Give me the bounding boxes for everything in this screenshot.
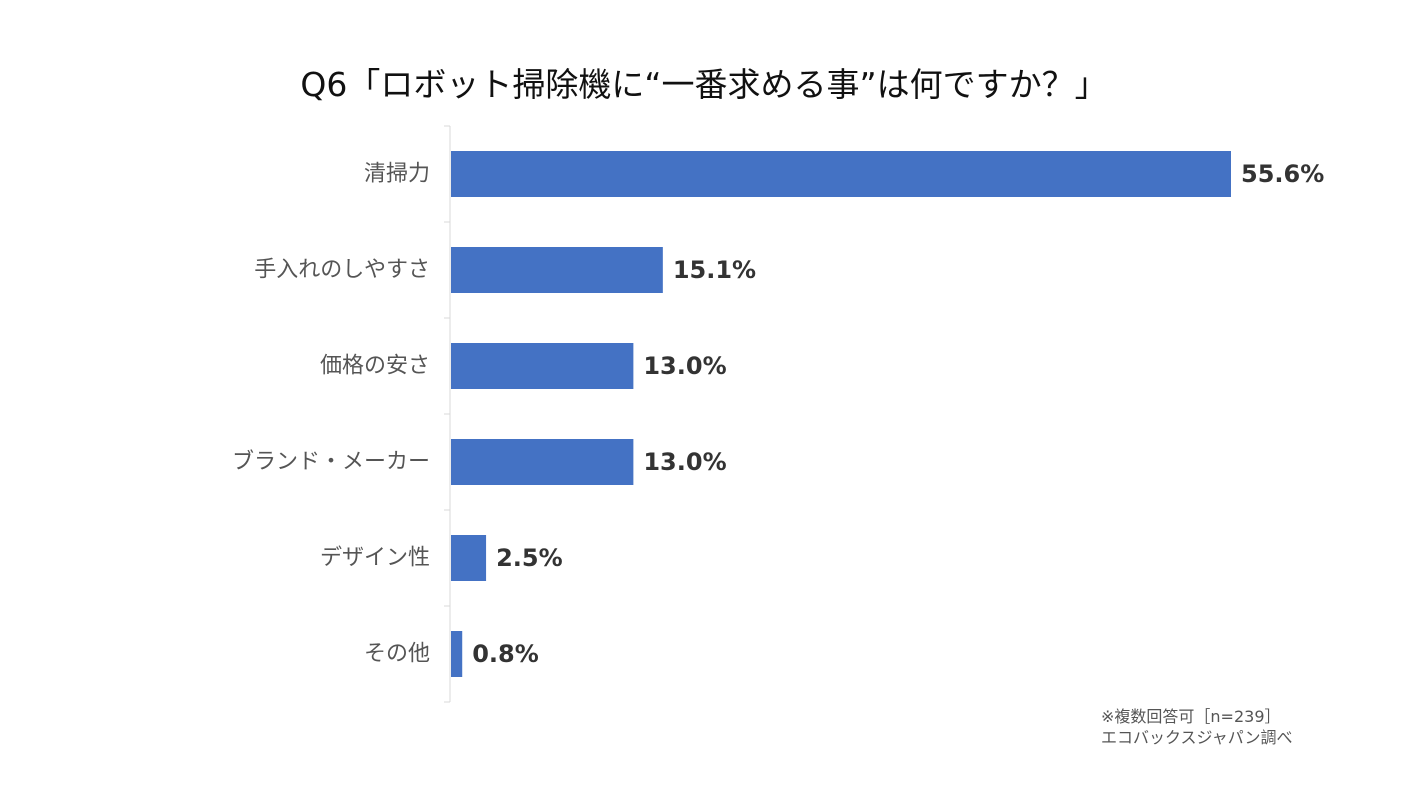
axis-layer [444, 125, 451, 703]
value-label-1: 15.1% [673, 256, 756, 284]
sample-note: ※複数回答可［n=239］ [1101, 707, 1281, 726]
bar-4 [451, 535, 487, 581]
value-label-4: 2.5% [496, 544, 563, 572]
value-label-5: 0.8% [472, 640, 539, 668]
category-label-1: 手入れのしやすさ [254, 258, 430, 283]
category-label-2: 価格の安さ [320, 354, 430, 379]
category-label-3: ブランド・メーカー [232, 450, 430, 475]
category-label-5: その他 [364, 642, 430, 667]
value-label-3: 13.0% [643, 448, 726, 476]
category-label-4: デザイン性 [320, 546, 430, 571]
bar-1 [451, 247, 663, 293]
bar-2 [451, 343, 634, 389]
category-label-0: 清掃力 [364, 162, 430, 187]
value-label-0: 55.6% [1241, 160, 1324, 188]
labels-layer: 清掃力 55.6% 手入れのしやすさ 15.1% 価格の安さ 13.0% ブランド・メーカー… [232, 160, 1324, 668]
bar-3 [451, 439, 634, 485]
source-note: エコバックスジャパン調べ [1101, 728, 1293, 747]
value-label-2: 13.0% [643, 352, 726, 380]
bar-0 [451, 151, 1231, 197]
bars-layer [451, 151, 1231, 677]
bar-5 [451, 631, 463, 677]
chart-title: Q6「ロボット掃除機に“一番求める事”は何ですか？」 [300, 65, 1108, 104]
